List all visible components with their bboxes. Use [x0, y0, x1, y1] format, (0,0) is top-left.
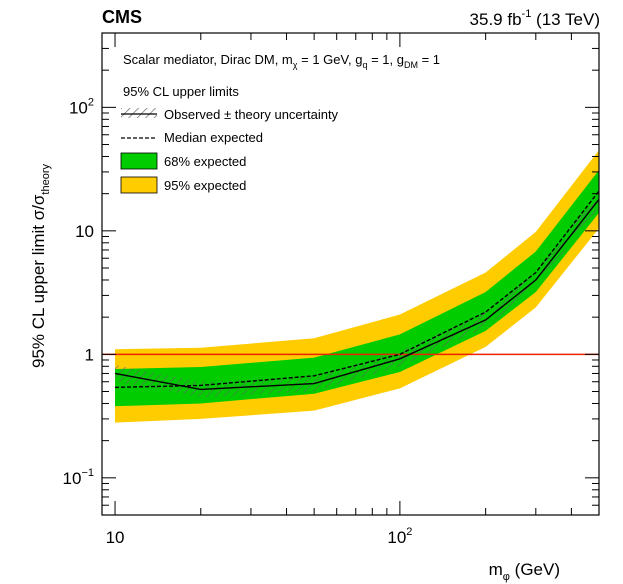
x-axis-title: mφ (GeV)	[489, 560, 560, 583]
y-tick-label: 10	[75, 222, 94, 241]
legend-band95-swatch	[120, 176, 158, 194]
legend-entry-observed: Observed ± theory uncertainty	[121, 107, 339, 122]
y-axis-title: 95% CL upper limit σ/σtheory	[29, 164, 52, 368]
y-tick-label: 102	[69, 96, 94, 117]
plot-area	[102, 150, 599, 423]
legend-band68-swatch	[120, 152, 158, 170]
observed-theory-band	[115, 191, 599, 398]
legend-entry-band68: 68% expected	[120, 152, 246, 170]
legend: 95% CL upper limits Observed ± theory un…	[120, 84, 339, 194]
legend-median-label: Median expected	[164, 130, 263, 145]
x-tick-label: 10	[106, 528, 125, 547]
median-expected-line	[115, 190, 599, 389]
luminosity-label: 35.9 fb-1 (13 TeV)	[470, 8, 600, 29]
legend-hatch-swatch	[121, 108, 157, 118]
experiment-label: CMS	[102, 7, 142, 27]
legend-observed-label: Observed ± theory uncertainty	[164, 107, 339, 122]
legend-band95-label: 95% expected	[164, 178, 246, 193]
plot-frame	[101, 32, 600, 516]
legend-entry-median: Median expected	[121, 130, 263, 145]
legend-entry-band95: 95% expected	[120, 176, 246, 194]
model-annotation: Scalar mediator, Dirac DM, mχ = 1 GeV, g…	[123, 52, 440, 70]
observed-limit-line	[114, 198, 599, 391]
y-tick-label: 10−1	[63, 467, 94, 488]
legend-band68-label: 68% expected	[164, 154, 246, 169]
axis-ticks: 10 102 10−1 1 10 102	[63, 32, 600, 547]
legend-header: 95% CL upper limits	[123, 84, 239, 99]
y-tick-label: 1	[85, 345, 94, 364]
x-tick-label: 102	[387, 526, 412, 547]
